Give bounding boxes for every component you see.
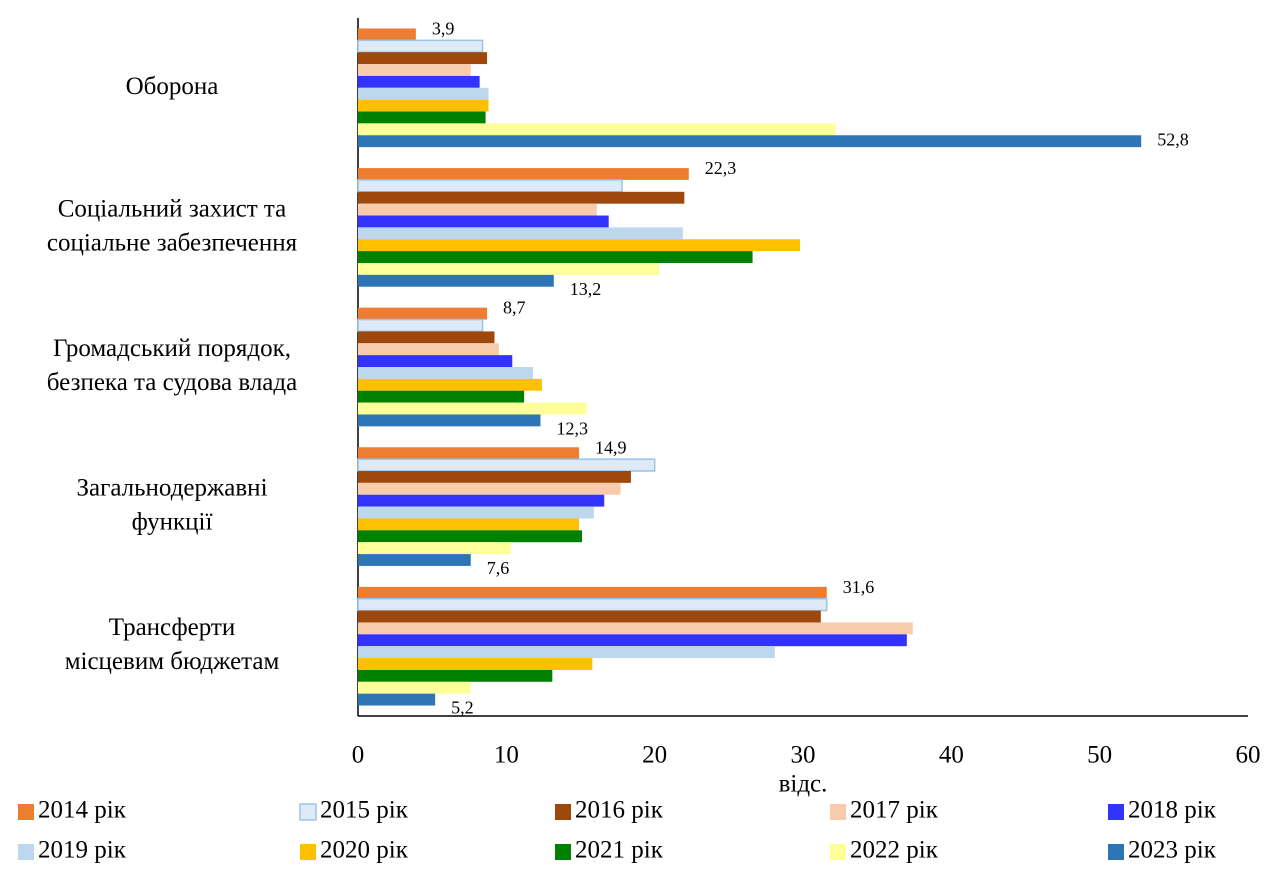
data-label: 31,6 — [843, 577, 875, 597]
legend-swatch — [555, 844, 571, 860]
legend-swatch — [830, 804, 846, 820]
legend-label: 2014 рік — [38, 797, 127, 824]
bar — [358, 307, 488, 320]
bar — [358, 378, 542, 391]
bar — [357, 597, 828, 612]
bar — [358, 75, 480, 88]
legend-label: 2020 рік — [320, 837, 409, 864]
x-axis-label: відс. — [779, 771, 828, 798]
bar — [357, 39, 484, 53]
category-label: Загальнодержавні функції — [76, 474, 267, 535]
bar — [358, 506, 594, 519]
x-tick-label: 40 — [939, 742, 964, 769]
data-label: 14,9 — [595, 437, 627, 457]
bar — [358, 274, 554, 287]
x-tick-label: 60 — [1236, 742, 1261, 769]
bar — [358, 390, 525, 403]
bar — [358, 99, 489, 112]
bar — [358, 52, 488, 65]
bar — [358, 610, 821, 623]
data-label: 52,8 — [1157, 129, 1189, 149]
bar — [358, 681, 471, 694]
bar — [358, 693, 436, 706]
bar — [358, 331, 495, 344]
legend-swatch — [18, 844, 34, 860]
data-label: 5,2 — [451, 698, 474, 718]
bar — [358, 658, 593, 670]
bar — [358, 343, 499, 356]
legend-swatch — [18, 804, 34, 820]
x-tick-label: 30 — [791, 742, 816, 769]
legend-label: 2023 рік — [1128, 837, 1217, 864]
legend-label: 2019 рік — [38, 837, 127, 864]
bar — [358, 262, 660, 275]
bar — [358, 530, 582, 543]
x-tick-label: 50 — [1087, 742, 1112, 769]
legend-swatch — [299, 803, 317, 821]
x-tick-label: 20 — [642, 742, 667, 769]
bar — [358, 355, 513, 367]
x-tick-label: 0 — [352, 742, 365, 769]
bar — [358, 239, 801, 252]
bar — [358, 414, 541, 427]
bar — [358, 402, 587, 415]
bar — [358, 447, 580, 460]
legend-label: 2017 рік — [850, 797, 939, 824]
bar — [358, 494, 605, 507]
bar — [357, 318, 484, 333]
bar — [358, 168, 689, 180]
bar — [358, 542, 511, 555]
bar — [358, 135, 1142, 148]
category-label: Оборона — [126, 73, 219, 100]
bar — [357, 458, 656, 472]
data-label: 13,2 — [570, 279, 602, 299]
category-label: Трансферти місцевим бюджетам — [65, 614, 280, 675]
bar — [358, 111, 486, 124]
bar — [358, 215, 609, 228]
x-tick-label: 10 — [494, 742, 519, 769]
legend-swatch — [555, 804, 571, 820]
category-label: Громадський порядок, безпека та судова вл… — [47, 335, 297, 396]
bar — [358, 191, 685, 204]
legend-swatch — [300, 844, 316, 860]
data-label: 12,3 — [556, 419, 588, 439]
bar — [358, 251, 753, 263]
bar — [358, 622, 913, 635]
bar — [358, 28, 416, 41]
data-label: 7,6 — [487, 558, 510, 578]
bar — [358, 123, 836, 136]
bar — [358, 87, 489, 100]
bar — [358, 554, 471, 566]
bar — [358, 367, 534, 379]
legend-label: 2018 рік — [1128, 797, 1217, 824]
legend-swatch — [830, 844, 846, 860]
category-label: Соціальний захист та соціальне забезпечен… — [47, 195, 298, 256]
bar — [358, 227, 683, 240]
legend-label: 2015 рік — [320, 797, 409, 824]
bar — [358, 471, 631, 483]
legend-swatch — [1108, 844, 1124, 860]
bar — [358, 586, 827, 599]
bar — [358, 646, 775, 659]
bar — [358, 64, 471, 76]
bar — [358, 518, 580, 531]
bar — [358, 482, 621, 495]
bar — [357, 179, 623, 193]
data-label: 8,7 — [503, 298, 526, 318]
data-label: 22,3 — [705, 158, 737, 178]
legend-swatch — [1108, 804, 1124, 820]
legend-label: 2022 рік — [850, 837, 939, 864]
bar — [358, 634, 907, 647]
legend-label: 2016 рік — [575, 797, 664, 824]
legend-label: 2021 рік — [575, 837, 664, 864]
bar — [358, 669, 553, 682]
bar — [358, 203, 597, 216]
data-label: 3,9 — [432, 19, 455, 39]
